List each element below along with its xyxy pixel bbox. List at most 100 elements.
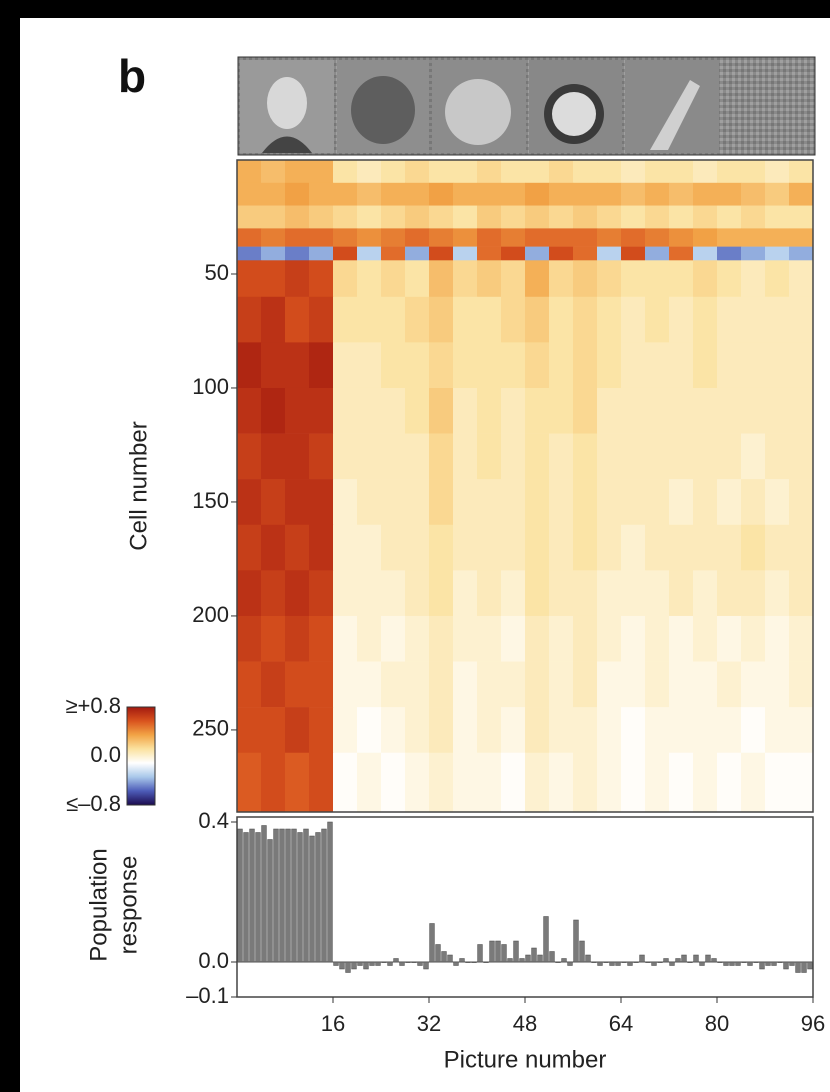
heatmap-cell bbox=[669, 205, 694, 229]
heatmap-cell bbox=[285, 228, 310, 247]
heatmap-cell bbox=[765, 661, 790, 708]
bar bbox=[471, 961, 477, 963]
heatmap-cell bbox=[405, 661, 430, 708]
heatmap-cell bbox=[429, 433, 454, 480]
heatmap-cell bbox=[261, 205, 286, 229]
heatmap-cell bbox=[549, 387, 574, 434]
bar bbox=[399, 961, 405, 966]
heatmap-cell bbox=[237, 296, 262, 343]
heatmap-cell bbox=[501, 387, 526, 434]
heatmap-cell bbox=[285, 570, 310, 617]
heatmap-cell bbox=[261, 387, 286, 434]
heatmap-cell bbox=[621, 524, 646, 571]
bar bbox=[663, 958, 669, 963]
bar bbox=[363, 961, 369, 970]
heatmap-cell bbox=[501, 707, 526, 754]
heatmap-cell bbox=[717, 707, 742, 754]
heatmap-cell bbox=[573, 246, 598, 261]
heatmap-cell bbox=[549, 752, 574, 813]
bar bbox=[459, 958, 465, 963]
heatmap-cell bbox=[645, 707, 670, 754]
heatmap-cell bbox=[429, 205, 454, 229]
bar bbox=[357, 961, 363, 966]
heatmap-cell bbox=[741, 479, 766, 526]
bar bbox=[585, 954, 591, 963]
heatmap-cell bbox=[477, 479, 502, 526]
heatmap-cell bbox=[429, 524, 454, 571]
heatmap-cell bbox=[765, 182, 790, 206]
heatmap-cell bbox=[501, 228, 526, 247]
heatmap-cell bbox=[237, 160, 262, 184]
heatmap-cell bbox=[405, 260, 430, 298]
bar bbox=[249, 828, 255, 963]
heatmap: 50 100 150 200 250 Cell number ≥+0.8 0.0 ≤–0.8 bbox=[65, 159, 814, 816]
heatmap-cell bbox=[693, 387, 718, 434]
hands-shape bbox=[650, 80, 700, 150]
heatmap-cell bbox=[669, 260, 694, 298]
heatmap-cell bbox=[285, 387, 310, 434]
heatmap-cell bbox=[693, 752, 718, 813]
y-tick-label: 0.0 bbox=[198, 948, 229, 973]
heatmap-cell bbox=[453, 296, 478, 343]
heatmap-cell bbox=[405, 433, 430, 480]
heatmap-cell bbox=[477, 342, 502, 389]
bar bbox=[747, 961, 753, 966]
fruit-shape bbox=[445, 79, 511, 145]
heatmap-cell bbox=[765, 296, 790, 343]
heatmap-cell bbox=[357, 296, 382, 343]
heatmap-cell bbox=[597, 661, 622, 708]
bar bbox=[621, 961, 627, 963]
heatmap-cell bbox=[789, 752, 814, 813]
bar bbox=[627, 961, 633, 966]
heatmap-cell bbox=[453, 661, 478, 708]
heatmap-cell bbox=[741, 342, 766, 389]
heatmap-cell bbox=[477, 707, 502, 754]
heatmap-cell bbox=[333, 182, 358, 206]
heatmap-cell bbox=[645, 160, 670, 184]
heatmap-cell bbox=[789, 342, 814, 389]
heatmap-cell bbox=[621, 246, 646, 261]
heatmap-cell bbox=[429, 752, 454, 813]
heatmap-cell bbox=[429, 182, 454, 206]
heatmap-cell bbox=[741, 160, 766, 184]
heatmap-cell bbox=[405, 707, 430, 754]
heatmap-cell bbox=[693, 205, 718, 229]
y-tick-label: 0.4 bbox=[198, 808, 229, 833]
heatmap-cell bbox=[357, 205, 382, 229]
heatmap-cell bbox=[693, 479, 718, 526]
heatmap-cell bbox=[429, 342, 454, 389]
heatmap-cell bbox=[237, 182, 262, 206]
bar bbox=[297, 832, 303, 963]
heatmap-cell bbox=[333, 260, 358, 298]
heatmap-cell bbox=[621, 752, 646, 813]
heatmap-cell bbox=[597, 342, 622, 389]
bar bbox=[723, 961, 729, 966]
heatmap-cell bbox=[453, 205, 478, 229]
heatmap-cell bbox=[597, 570, 622, 617]
y-axis-label: response bbox=[115, 856, 142, 955]
x-tick-label: 16 bbox=[321, 1011, 345, 1036]
heatmap-cell bbox=[309, 246, 334, 261]
heatmap-cell bbox=[597, 707, 622, 754]
heatmap-cell bbox=[309, 524, 334, 571]
heatmap-cell bbox=[309, 615, 334, 662]
heatmap-cell bbox=[237, 387, 262, 434]
heatmap-cell bbox=[621, 182, 646, 206]
heatmap-cell bbox=[309, 387, 334, 434]
heatmap-cell bbox=[477, 246, 502, 261]
heatmap-cell bbox=[477, 387, 502, 434]
heatmap-cell bbox=[405, 524, 430, 571]
heatmap-cell bbox=[381, 433, 406, 480]
heatmap-cell bbox=[453, 570, 478, 617]
bar bbox=[327, 821, 333, 963]
heatmap-cell bbox=[333, 479, 358, 526]
heatmap-cell bbox=[501, 570, 526, 617]
heatmap-cell bbox=[525, 433, 550, 480]
panel-label: b bbox=[118, 50, 146, 102]
heatmap-cell bbox=[669, 752, 694, 813]
heatmap-cell bbox=[573, 205, 598, 229]
heatmap-cell bbox=[621, 160, 646, 184]
heatmap-cell bbox=[261, 479, 286, 526]
heatmap-cell bbox=[237, 342, 262, 389]
heatmap-cell bbox=[573, 479, 598, 526]
